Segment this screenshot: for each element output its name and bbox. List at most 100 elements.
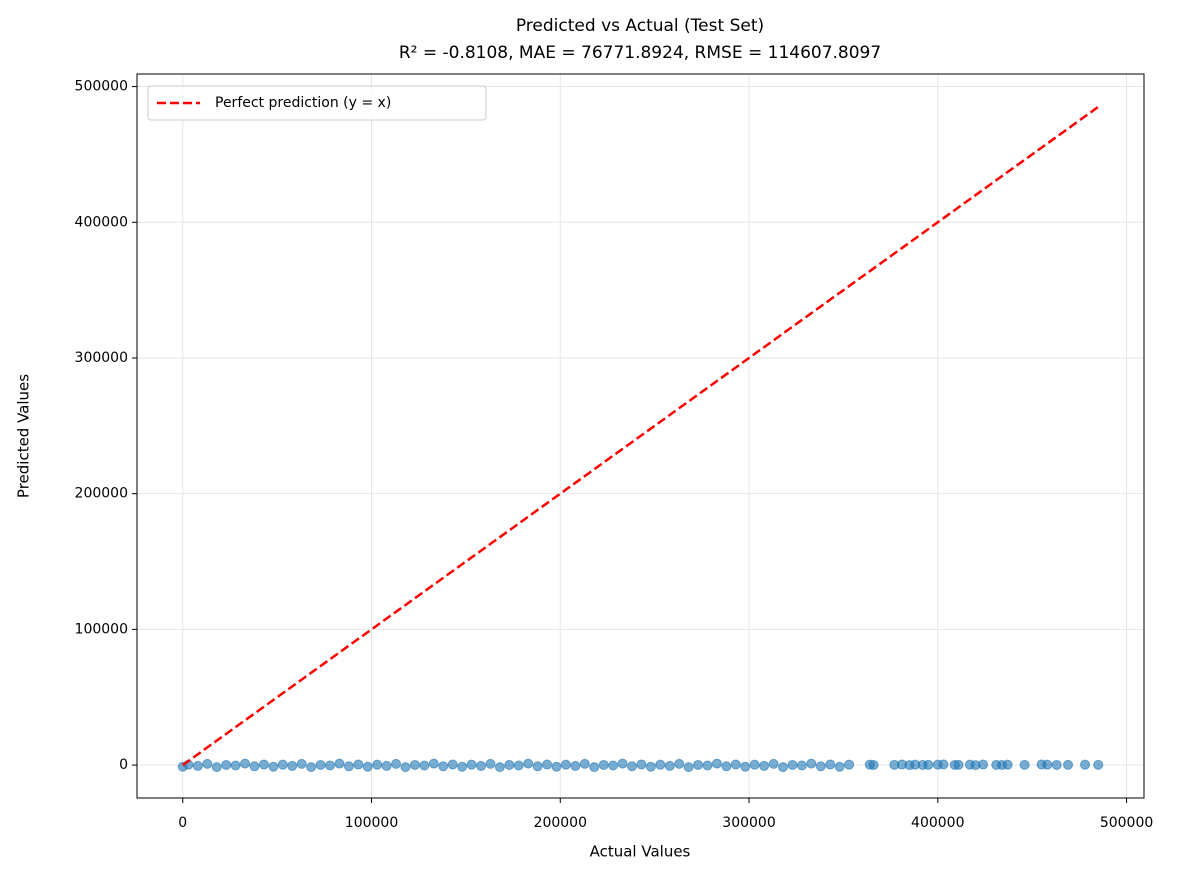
x-axis-label: Actual Values (590, 843, 691, 861)
scatter-point (711, 758, 722, 769)
legend: Perfect prediction (y = x) (147, 85, 487, 121)
scatter-point (268, 761, 279, 772)
scatter-point (1002, 759, 1013, 770)
legend-box (147, 85, 487, 121)
scatter-point (645, 761, 656, 772)
y-tick-label: 400000 (75, 214, 128, 230)
scatter-point (938, 759, 949, 770)
scatter-point (778, 762, 789, 773)
scatter-point (796, 760, 807, 771)
scatter-point (296, 758, 307, 769)
scatter-point (806, 758, 817, 769)
x-tick-label: 300000 (722, 815, 775, 831)
scatter-point (372, 759, 383, 770)
scatter-point (523, 758, 534, 769)
scatter-point (447, 759, 458, 770)
scatter-point (608, 760, 619, 771)
scatter-point (787, 759, 798, 770)
scatter-point (202, 758, 213, 769)
scatter-point (287, 760, 298, 771)
scatter-point (438, 761, 449, 772)
x-tick-label: 500000 (1100, 815, 1153, 831)
scatter-point (627, 761, 638, 772)
scatter-point (683, 762, 694, 773)
scatter-point (513, 760, 524, 771)
scatter-point (674, 758, 685, 769)
scatter-point (702, 760, 713, 771)
scatter-point (598, 759, 609, 770)
scatter-point (1063, 759, 1074, 770)
chart-title: Predicted vs Actual (Test Set) (516, 16, 764, 36)
scatter-point (693, 759, 704, 770)
scatter-point (542, 759, 553, 770)
y-tick-label: 300000 (75, 350, 128, 366)
scatter-point (334, 758, 345, 769)
chart-subtitle: R² = -0.8108, MAE = 76771.8924, RMSE = 1… (399, 43, 881, 63)
scatter-point (325, 760, 336, 771)
scatter-point (343, 761, 354, 772)
scatter-point (825, 759, 836, 770)
reference-line (182, 105, 1099, 767)
scatter-point (362, 761, 373, 772)
scatter-point (428, 758, 439, 769)
y-tick-label: 0 (119, 757, 128, 773)
plot-frame (136, 73, 1145, 799)
scatter-point (815, 761, 826, 772)
scatter-point (560, 759, 571, 770)
scatter-point (192, 760, 203, 771)
scatter-point (258, 759, 269, 770)
scatter-point (1080, 759, 1091, 770)
scatter-point (306, 762, 317, 773)
scatter-point (636, 759, 647, 770)
scatter-point (466, 759, 477, 770)
scatter-point (759, 760, 770, 771)
scatter-point (315, 759, 326, 770)
scatter-point (353, 759, 364, 770)
scatter-point (730, 759, 741, 770)
y-tick-label: 100000 (75, 621, 128, 637)
scatter-point (249, 761, 260, 772)
x-tick-label: 0 (178, 815, 187, 831)
scatter-point (1051, 759, 1062, 770)
y-tick-label: 200000 (75, 486, 128, 502)
scatter-point (589, 762, 600, 773)
scatter-point (953, 759, 964, 770)
y-axis-label: Predicted Values (15, 374, 33, 498)
scatter-point (551, 761, 562, 772)
scatter-point (740, 761, 751, 772)
scatter-point (457, 761, 468, 772)
x-tick-label: 200000 (534, 815, 587, 831)
scatter-point (834, 761, 845, 772)
scatter-point (579, 758, 590, 769)
scatter-point (211, 762, 222, 773)
scatter-point (1019, 759, 1030, 770)
scatter-point (494, 762, 505, 773)
scatter-point (532, 761, 543, 772)
scatter-point (240, 758, 251, 769)
scatter-point (391, 758, 402, 769)
scatter-point (664, 760, 675, 771)
scatter-point (844, 759, 855, 770)
scatter-point (221, 759, 232, 770)
scatter-point (768, 758, 779, 769)
scatter-point (409, 759, 420, 770)
scatter-point (485, 758, 496, 769)
y-tick-label: 500000 (75, 79, 128, 95)
scatter-point (570, 760, 581, 771)
scatter-point (1042, 759, 1053, 770)
x-tick-label: 100000 (345, 815, 398, 831)
scatter-point (868, 759, 879, 770)
scatter-point (923, 759, 934, 770)
scatter-point (400, 762, 411, 773)
scatter-point (1093, 759, 1104, 770)
scatter-point (617, 758, 628, 769)
scatter-point (419, 760, 430, 771)
scatter-point (721, 761, 732, 772)
scatter-point (655, 759, 666, 770)
scatter-point (978, 759, 989, 770)
scatter-point (504, 759, 515, 770)
scatter-point (749, 759, 760, 770)
scatter-point (230, 760, 241, 771)
scatter-point (277, 759, 288, 770)
